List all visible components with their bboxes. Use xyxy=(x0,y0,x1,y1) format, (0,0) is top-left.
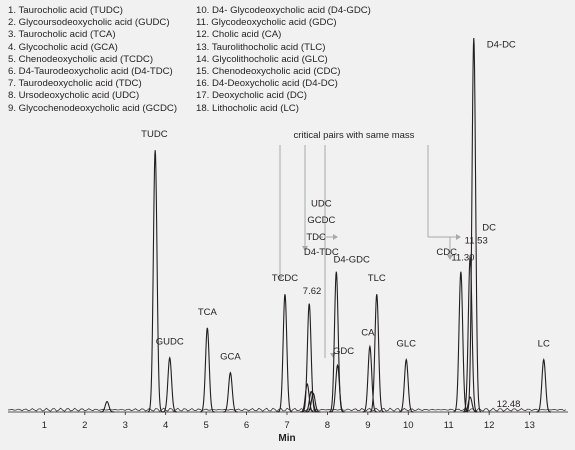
peak-label: CA xyxy=(361,327,375,338)
peak-label: GDC xyxy=(333,346,354,357)
x-tick-label: 12 xyxy=(484,420,495,431)
peak-gca xyxy=(223,371,238,413)
legend-item: 18. Lithocholic acid (LC) xyxy=(196,102,299,114)
peak-minor xyxy=(462,396,478,413)
peak-dc xyxy=(462,256,478,413)
x-axis-title: Min xyxy=(278,433,295,444)
peak-d4-dc xyxy=(466,37,482,413)
legend-item: 15. Chenodeoxycholic acid (CDC) xyxy=(196,66,341,78)
x-tick-label: 11 xyxy=(444,420,454,431)
legend-item: 4. Glycocholic acid (GCA) xyxy=(8,41,118,53)
legend-item: 10. D4- Glycodeoxycholic acid (D4-GDC) xyxy=(196,5,371,16)
peak-glc xyxy=(398,357,414,413)
annotation-arrows xyxy=(277,145,461,358)
peak-label: D4-GDC xyxy=(333,254,370,265)
x-tick-label: 4 xyxy=(163,420,168,431)
x-tick-label: 1 xyxy=(42,420,47,431)
baseline-trace xyxy=(7,407,567,412)
peak-label: D4-DC xyxy=(487,39,516,50)
legend-right-column: 10. D4- Glycodeoxycholic acid (D4-GDC) 1… xyxy=(196,5,371,115)
peak-label: UDC xyxy=(311,198,332,209)
x-tick-label: 7 xyxy=(284,420,289,431)
peak-label: GCA xyxy=(220,352,241,363)
peak-d4-gdc xyxy=(328,271,344,413)
peak-label: GCDC xyxy=(307,215,335,226)
peak-lc xyxy=(536,357,552,413)
x-tick-label: 13 xyxy=(524,420,535,431)
legend-item: 9. Glycochenodeoxycholic acid (GCDC) xyxy=(8,102,178,114)
peak-gudc xyxy=(162,356,178,413)
peak-label: GUDC xyxy=(156,337,184,348)
peak-label: 7.62 xyxy=(303,286,322,297)
annotation-arrowhead xyxy=(277,276,283,281)
legend-item: 3. Taurocholic acid (TCA) xyxy=(8,29,116,41)
legend-item: 14. Glycolithocholic acid (GLC) xyxy=(196,53,328,65)
annotation-arrowhead xyxy=(333,234,338,240)
peak-tudc xyxy=(147,150,163,413)
x-tick-label: 2 xyxy=(82,420,87,431)
peak-d4-tdc xyxy=(301,303,317,413)
peak-minor xyxy=(99,400,115,413)
peak-label: GLC xyxy=(396,339,416,350)
peak-label: DC xyxy=(482,223,496,234)
legend-item: 6. D4-Taurodeoxycholic acid (D4-TDC) xyxy=(8,66,173,78)
legend-item: 13. Taurolithocholic acid (TLC) xyxy=(196,41,326,53)
legend-item: 7. Taurodeoxycholic acid (TDC) xyxy=(8,78,142,90)
peak-udc xyxy=(303,390,319,413)
peak-cdc xyxy=(453,271,469,413)
x-tick-label: 9 xyxy=(365,420,370,431)
annotation-arrowhead xyxy=(330,353,336,358)
x-tick-label: 8 xyxy=(325,420,330,431)
annotation-arrowhead xyxy=(447,255,453,260)
critical-pairs-annotation: critical pairs with same mass xyxy=(294,130,415,141)
x-tick-label: 3 xyxy=(123,420,128,431)
x-axis-ticks: 1 2 3 4 5 6 7 8 9 10 11 12 13 xyxy=(42,412,535,431)
peak-label: 12.48 xyxy=(497,399,521,410)
annotation-arrowhead xyxy=(302,246,308,251)
peak-label: 11.30 xyxy=(451,253,474,264)
peak-label: LC xyxy=(538,339,550,350)
peak-label: TDC xyxy=(306,232,326,243)
peak-label: D4-TDC xyxy=(304,247,339,258)
peak-tlc xyxy=(369,294,385,413)
peak-label: TCA xyxy=(198,307,218,318)
peak-label: TLC xyxy=(368,273,386,284)
legend-item: 8. Ursodeoxycholic acid (UDC) xyxy=(8,90,140,102)
peak-labels: TUDC GUDC TCA GCA TCDC 7.62 D4-GDC GDC CA TLC GLC 1… xyxy=(141,39,550,410)
peak-label: CDC xyxy=(436,247,457,258)
peak-label: 11.53 xyxy=(465,236,488,247)
peak-tcdc xyxy=(277,294,293,413)
peak-tca xyxy=(200,327,215,413)
peak-label: TUDC xyxy=(141,129,168,140)
legend-item: 12. Cholic acid (CA) xyxy=(196,29,282,41)
legend-item: 11. Glycodeoxycholic acid (GDC) xyxy=(196,17,337,29)
legend-item: 5. Chenodeoxycholic acid (TCDC) xyxy=(8,53,154,65)
legend-item: 16. D4-Deoxycholic acid (D4-DC) xyxy=(196,78,338,90)
legend-item: 1. Taurocholic acid (TUDC) xyxy=(8,5,123,16)
peak-tdc xyxy=(299,382,315,413)
peak-label: TCDC xyxy=(272,273,299,284)
peak-gcdc xyxy=(305,392,321,413)
x-tick-label: 6 xyxy=(244,420,249,431)
x-tick-label: 10 xyxy=(403,420,414,431)
x-tick-label: 5 xyxy=(203,420,208,431)
legend-item: 2. Glycoursodeoxycholic acid (GUDC) xyxy=(8,17,170,29)
annotation-arrowhead xyxy=(456,234,461,240)
legend-item: 17. Deoxycholic acid (DC) xyxy=(196,90,307,102)
legend-left-column: 1. Taurocholic acid (TUDC) 2. Glycoursod… xyxy=(8,5,177,115)
